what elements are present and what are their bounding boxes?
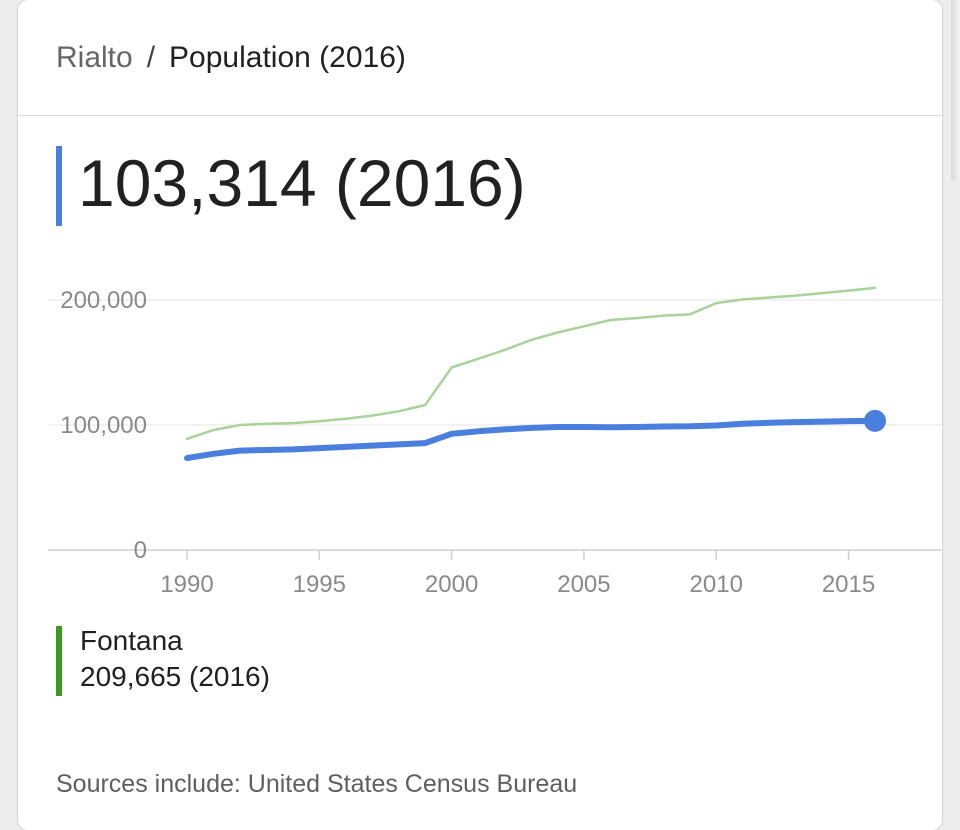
- x-tick-label: 1995: [293, 571, 346, 598]
- scroll-edge-shadow: [951, 0, 960, 180]
- series-line-fontana: [185, 286, 877, 441]
- y-tick-label: 0: [134, 537, 147, 564]
- series-line-rialto: [184, 417, 878, 462]
- breadcrumb-topic: Population (2016): [169, 41, 406, 74]
- x-tick-label: 2005: [557, 571, 610, 598]
- x-tick-label: 1990: [160, 571, 213, 598]
- y-tick-label: 200,000: [60, 287, 147, 314]
- breadcrumb-separator: /: [146, 41, 156, 74]
- sources-note: Sources include: United States Census Bu…: [56, 770, 578, 798]
- breadcrumb: Rialto / Population (2016): [56, 38, 406, 78]
- y-tick-label: 100,000: [60, 412, 147, 439]
- headline-accent-bar: [56, 146, 62, 226]
- legend-series-name[interactable]: Fontana: [80, 625, 183, 656]
- card-header: Rialto / Population (2016): [18, 0, 942, 116]
- headline-value: 103,314 (2016): [78, 146, 526, 220]
- population-card: Rialto / Population (2016) 103,314 (2016) …: [18, 0, 942, 830]
- legend-series-value: 209,665 (2016): [80, 661, 270, 692]
- x-tick-label: 2000: [425, 571, 478, 598]
- x-tick-label: 2015: [822, 571, 875, 598]
- x-tick-label: 2010: [690, 571, 743, 598]
- population-chart[interactable]: 0 100,000 200,000 1990 1995 2000 2005 2010 2015: [18, 0, 942, 620]
- legend-accent-bar: [56, 626, 62, 696]
- series-end-point: [864, 409, 886, 432]
- breadcrumb-place[interactable]: Rialto: [56, 41, 133, 74]
